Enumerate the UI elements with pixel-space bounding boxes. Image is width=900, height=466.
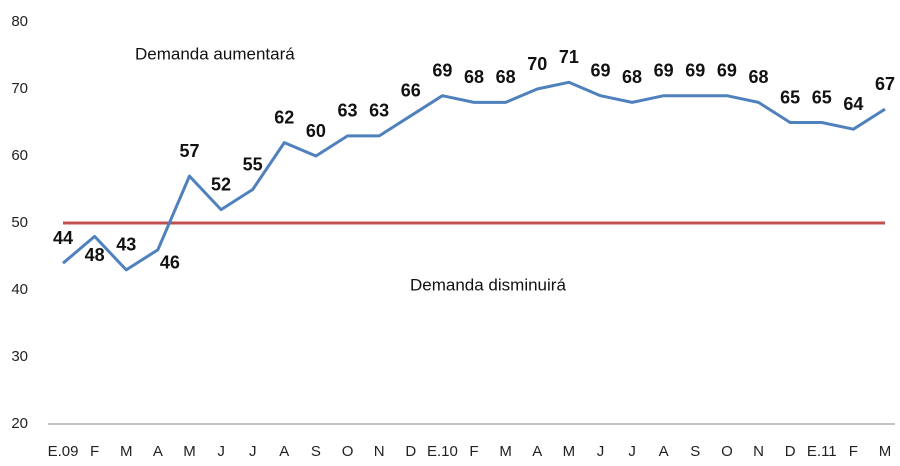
x-tick-label: D: [785, 443, 796, 460]
data-label: 64: [843, 94, 863, 114]
x-tick-label: J: [628, 443, 636, 460]
data-label: 65: [812, 87, 832, 107]
data-label: 55: [243, 154, 263, 174]
data-label: 71: [559, 47, 579, 67]
x-tick-label: F: [849, 443, 858, 460]
y-tick-label: 80: [11, 13, 28, 30]
y-tick-label: 60: [11, 147, 28, 164]
x-tick-label: J: [249, 443, 257, 460]
data-label: 43: [116, 235, 136, 255]
x-tick-label: M: [563, 443, 576, 460]
x-tick-label: J: [217, 443, 225, 460]
data-label: 46: [160, 253, 180, 273]
data-label: 69: [590, 60, 610, 80]
x-tick-label: A: [659, 443, 669, 460]
data-label: 60: [306, 121, 326, 141]
y-tick-label: 40: [11, 281, 28, 298]
x-tick-label: O: [342, 443, 354, 460]
x-tick-label: E.11: [807, 443, 837, 460]
y-tick-label: 20: [11, 415, 28, 432]
data-label: 68: [496, 67, 516, 87]
x-tick-label: M: [183, 443, 196, 460]
data-label: 69: [685, 60, 705, 80]
data-label: 44: [53, 228, 73, 248]
data-label: 68: [622, 67, 642, 87]
data-label: 68: [464, 67, 484, 87]
data-label: 69: [654, 60, 674, 80]
y-tick-label: 70: [11, 80, 28, 97]
x-tick-label: A: [153, 443, 163, 460]
data-label: 65: [780, 87, 800, 107]
y-tick-label: 30: [11, 348, 28, 365]
data-label: 67: [875, 74, 895, 94]
x-tick-label: A: [279, 443, 289, 460]
x-tick-label: D: [405, 443, 416, 460]
x-tick-label: S: [690, 443, 700, 460]
annotation: Demanda aumentará: [135, 44, 295, 63]
data-label: 52: [211, 174, 231, 194]
data-label: 69: [432, 60, 452, 80]
data-label: 70: [527, 54, 547, 74]
x-tick-label: M: [879, 443, 892, 460]
x-tick-label: F: [90, 443, 99, 460]
data-label: 57: [179, 141, 199, 161]
y-tick-label: 50: [11, 214, 28, 231]
x-tick-label: N: [374, 443, 385, 460]
data-label: 62: [274, 107, 294, 127]
data-label: 68: [749, 67, 769, 87]
data-label: 48: [85, 245, 105, 265]
data-label: 63: [338, 101, 358, 121]
data-line: [62, 80, 886, 272]
x-tick-label: M: [120, 443, 133, 460]
x-tick-label: E.09: [48, 443, 79, 460]
data-label: 69: [717, 60, 737, 80]
data-label: 66: [401, 81, 421, 101]
x-tick-label: E.10: [427, 443, 458, 460]
x-tick-label: S: [311, 443, 321, 460]
x-tick-label: F: [469, 443, 478, 460]
annotation: Demanda disminuirá: [410, 275, 566, 294]
x-tick-label: J: [597, 443, 605, 460]
x-tick-label: A: [532, 443, 542, 460]
x-tick-label: M: [499, 443, 512, 460]
data-label: 63: [369, 101, 389, 121]
x-tick-label: N: [753, 443, 764, 460]
x-tick-label: O: [721, 443, 733, 460]
